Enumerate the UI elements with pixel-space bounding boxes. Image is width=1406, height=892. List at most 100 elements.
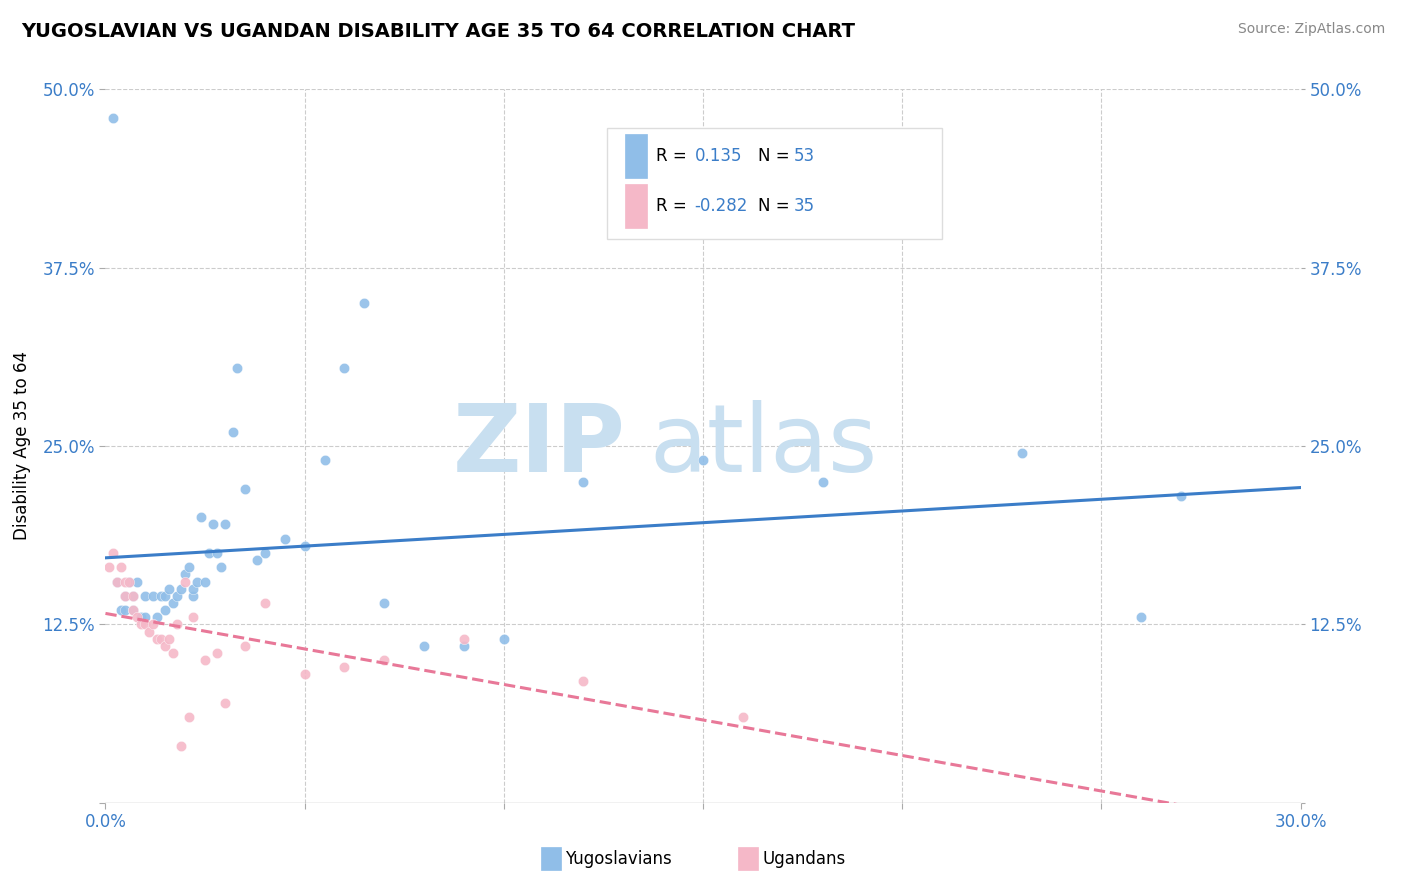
Point — [333, 660, 356, 674]
Text: Source: ZipAtlas.com: Source: ZipAtlas.com — [1237, 22, 1385, 37]
Text: 0.135: 0.135 — [695, 147, 742, 165]
Text: 53: 53 — [794, 147, 815, 165]
Point — [142, 589, 165, 603]
Point — [205, 646, 228, 660]
Point — [181, 582, 204, 596]
Text: R =: R = — [657, 197, 692, 215]
Point — [572, 475, 595, 489]
Point — [150, 589, 173, 603]
Text: atlas: atlas — [650, 400, 877, 492]
Point — [1170, 489, 1192, 503]
Point — [353, 296, 375, 310]
Point — [153, 603, 177, 617]
Point — [174, 567, 197, 582]
Point — [166, 589, 188, 603]
Point — [225, 360, 249, 375]
Point — [146, 610, 169, 624]
Point — [129, 617, 153, 632]
Point — [273, 532, 295, 546]
Point — [118, 574, 141, 589]
Point — [142, 617, 165, 632]
Point — [453, 639, 475, 653]
Text: N =: N = — [758, 147, 794, 165]
Text: YUGOSLAVIAN VS UGANDAN DISABILITY AGE 35 TO 64 CORRELATION CHART: YUGOSLAVIAN VS UGANDAN DISABILITY AGE 35… — [21, 22, 855, 41]
Point — [129, 610, 153, 624]
Point — [146, 632, 169, 646]
Point — [153, 589, 177, 603]
Point — [333, 360, 356, 375]
Point — [253, 546, 276, 560]
Point — [209, 560, 232, 574]
Point — [127, 574, 149, 589]
Point — [373, 653, 395, 667]
Point — [453, 632, 475, 646]
Point — [114, 574, 136, 589]
Text: -0.282: -0.282 — [695, 197, 748, 215]
Text: Yugoslavians: Yugoslavians — [565, 849, 672, 868]
Point — [122, 589, 145, 603]
Point — [153, 639, 177, 653]
Point — [294, 667, 316, 681]
Point — [157, 632, 180, 646]
Point — [1130, 610, 1153, 624]
Point — [110, 560, 132, 574]
Point — [811, 475, 834, 489]
Point — [114, 589, 136, 603]
Point — [122, 603, 145, 617]
Point — [114, 589, 136, 603]
Point — [205, 546, 228, 560]
Point — [110, 603, 132, 617]
Point — [194, 653, 217, 667]
Point — [174, 574, 197, 589]
Point — [202, 517, 225, 532]
Point — [118, 574, 141, 589]
Point — [214, 517, 236, 532]
Point — [127, 610, 149, 624]
Point — [107, 574, 129, 589]
Point — [162, 646, 184, 660]
Point — [122, 603, 145, 617]
Point — [138, 624, 160, 639]
Point — [186, 574, 208, 589]
Text: R =: R = — [657, 147, 692, 165]
Point — [181, 589, 204, 603]
Point — [190, 510, 212, 524]
Point — [157, 582, 180, 596]
Point — [294, 539, 316, 553]
Text: ZIP: ZIP — [453, 400, 626, 492]
Point — [572, 674, 595, 689]
Text: N =: N = — [758, 197, 794, 215]
Point — [114, 603, 136, 617]
Point — [314, 453, 336, 467]
Point — [134, 617, 156, 632]
Point — [692, 453, 714, 467]
Point — [177, 560, 201, 574]
Point — [233, 639, 256, 653]
Point — [222, 425, 245, 439]
Point — [103, 546, 125, 560]
Point — [233, 482, 256, 496]
Point — [122, 589, 145, 603]
Text: 35: 35 — [794, 197, 815, 215]
Point — [177, 710, 201, 724]
Point — [107, 574, 129, 589]
Text: Ugandans: Ugandans — [762, 849, 845, 868]
Point — [134, 589, 156, 603]
Point — [1011, 446, 1033, 460]
Point — [170, 582, 193, 596]
Point — [134, 610, 156, 624]
Point — [103, 111, 125, 125]
Point — [98, 560, 121, 574]
Point — [253, 596, 276, 610]
Point — [246, 553, 269, 567]
Point — [198, 546, 221, 560]
Point — [150, 632, 173, 646]
Point — [170, 739, 193, 753]
Point — [492, 632, 515, 646]
Point — [194, 574, 217, 589]
Point — [162, 596, 184, 610]
Point — [181, 610, 204, 624]
Point — [214, 696, 236, 710]
Point — [373, 596, 395, 610]
Y-axis label: Disability Age 35 to 64: Disability Age 35 to 64 — [13, 351, 31, 541]
